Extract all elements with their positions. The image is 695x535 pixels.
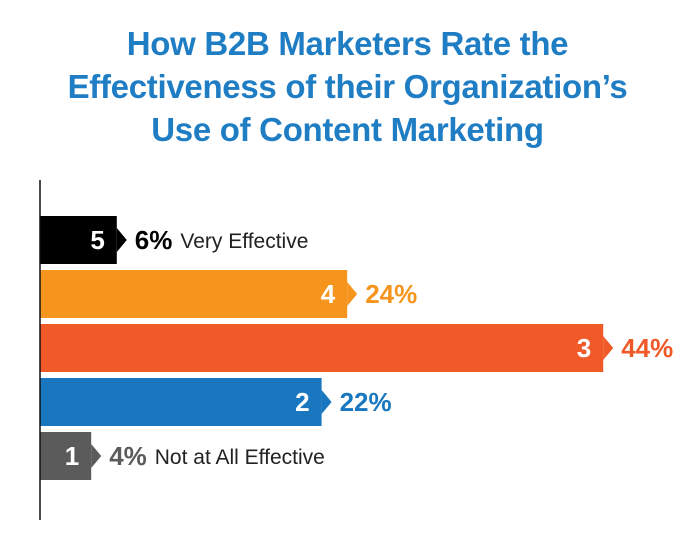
annotation-rating-1: Not at All Effective <box>155 446 325 469</box>
value-label-2: 22% <box>340 387 392 417</box>
annotation-rating-5: Very Effective <box>180 230 308 253</box>
rating-label-1: 1 <box>65 441 79 471</box>
bar-rating-2 <box>40 378 322 426</box>
bar-rating-5 <box>40 216 117 264</box>
value-label-1: 4% <box>109 441 147 471</box>
chart-title-line-1: How B2B Marketers Rate the <box>126 25 569 62</box>
chart-title: How B2B Marketers Rate the Effectiveness… <box>0 22 695 151</box>
rating-label-5: 5 <box>90 225 104 255</box>
value-label-5: 6% <box>135 225 173 255</box>
bar-arrow-rating-2 <box>321 390 332 414</box>
value-label-3: 44% <box>621 333 673 363</box>
bar-arrow-rating-5 <box>116 228 127 252</box>
rating-label-2: 2 <box>295 387 309 417</box>
chart-title-line-2: Effectiveness of their Organization’s <box>67 68 628 105</box>
bar-rating-3 <box>40 324 604 372</box>
bar-arrow-rating-1 <box>91 444 102 468</box>
bar-rating-1 <box>40 432 92 480</box>
rating-label-4: 4 <box>321 279 336 309</box>
value-label-4: 24% <box>365 279 417 309</box>
bar-arrow-rating-4 <box>347 282 358 306</box>
chart-title-line-3: Use of Content Marketing <box>151 111 544 148</box>
bar-rating-4 <box>40 270 348 318</box>
rating-label-3: 3 <box>577 333 591 363</box>
bar-arrow-rating-3 <box>603 336 614 360</box>
